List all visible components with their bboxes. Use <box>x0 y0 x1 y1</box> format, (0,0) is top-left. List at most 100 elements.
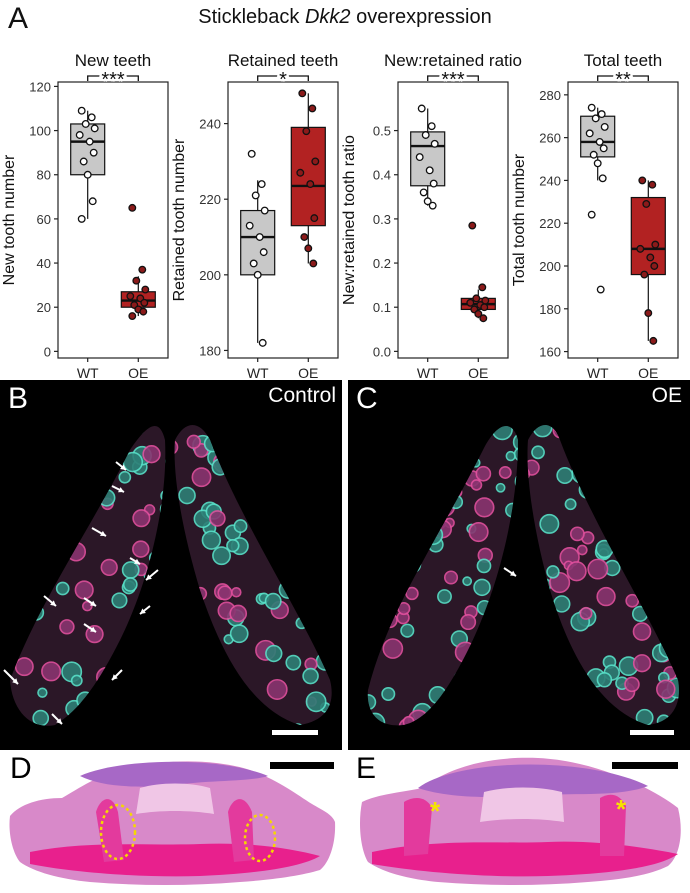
y-tick-label: 0.3 <box>373 212 391 227</box>
tooth-germ <box>428 515 438 525</box>
tooth-germ <box>621 536 634 549</box>
panel-letter-b: B <box>8 382 29 415</box>
tooth-germ <box>301 506 312 517</box>
data-point <box>587 103 596 112</box>
tooth-germ <box>170 393 184 407</box>
tooth-germ <box>159 686 170 697</box>
tooth-germ <box>217 585 233 601</box>
tooth-germ <box>486 406 501 421</box>
data-point <box>421 131 430 139</box>
tooth-germ <box>665 549 680 564</box>
tooth-germ <box>527 720 545 725</box>
tooth-germ <box>481 729 499 747</box>
tooth-germ <box>40 550 58 568</box>
tooth-germ <box>146 689 166 709</box>
tooth-germ <box>480 412 493 425</box>
arrow-head <box>146 574 152 580</box>
tooth-germ <box>632 529 648 545</box>
tooth-germ <box>308 500 327 519</box>
tooth-germ <box>512 416 521 425</box>
tooth-germ <box>503 611 518 626</box>
data-point <box>304 244 313 253</box>
tooth-germ <box>226 454 241 468</box>
data-point <box>596 285 605 294</box>
tooth-germ <box>527 596 534 616</box>
tooth-germ <box>174 696 178 716</box>
tooth-germ <box>201 732 213 744</box>
tooth-germ <box>470 458 481 468</box>
tooth-germ <box>428 445 450 466</box>
data-point <box>311 157 320 166</box>
tooth-germ <box>89 445 102 458</box>
tooth-germ <box>116 679 134 696</box>
tooth-germ <box>290 487 304 501</box>
tooth-germ <box>659 602 670 613</box>
tooth-germ <box>518 732 533 747</box>
tooth-germ <box>381 686 396 701</box>
tooth-germ <box>561 391 580 410</box>
tooth-germ <box>296 425 316 437</box>
gene-name: Dkk2 <box>304 6 351 28</box>
tooth-germ <box>166 547 182 563</box>
tooth-germ <box>578 480 597 499</box>
tooth-germ <box>43 394 58 409</box>
tooth-germ <box>280 532 294 546</box>
y-tick-label: 20 <box>37 300 51 315</box>
tooth-germ <box>206 681 226 701</box>
tooth-germ <box>69 481 81 493</box>
tooth-germ <box>59 619 75 635</box>
x-tick-label: OE <box>128 365 148 380</box>
tooth-germ <box>632 536 646 550</box>
tooth-germ <box>524 418 532 426</box>
data-point <box>141 285 150 294</box>
y-tick-label: 40 <box>37 256 51 271</box>
tooth-germ <box>447 458 461 471</box>
tooth-germ <box>461 396 478 413</box>
tooth-germ <box>70 674 83 687</box>
x-tick-label: WT <box>77 365 99 380</box>
tooth-germ <box>367 694 377 711</box>
data-point <box>249 259 258 268</box>
tooth-germ <box>656 679 676 699</box>
data-point <box>429 179 438 188</box>
tooth-germ <box>263 425 278 427</box>
tooth-germ <box>225 399 239 413</box>
tooth-germ <box>100 558 118 577</box>
panel-letter-c: C <box>356 382 378 415</box>
tooth-germ <box>63 482 73 492</box>
tooth-germ <box>237 457 256 476</box>
tooth-germ <box>229 624 249 644</box>
tooth-germ <box>318 559 335 576</box>
tooth-germ <box>156 591 167 602</box>
tooth-germ <box>212 546 231 566</box>
tooth-germ <box>398 546 420 568</box>
tooth-germ <box>211 458 229 476</box>
tooth-germ <box>394 535 416 556</box>
tooth-germ <box>551 702 566 717</box>
epithelium <box>418 764 648 798</box>
tooth-germ <box>369 533 380 545</box>
tooth-germ <box>144 667 160 684</box>
tooth-germ <box>159 681 166 700</box>
tooth-germ <box>55 433 69 447</box>
tooth-germ <box>627 488 639 501</box>
tooth-germ <box>552 425 569 439</box>
tooth-germ <box>375 461 389 475</box>
data-point <box>651 240 660 249</box>
tooth-germ <box>195 409 204 418</box>
tooth-germ <box>174 630 180 648</box>
tooth-germ <box>546 565 560 579</box>
tooth-germ <box>399 575 410 586</box>
tooth-germ <box>431 713 446 728</box>
tooth-germ <box>302 667 319 685</box>
tooth-germ <box>132 709 151 728</box>
tooth-germ <box>255 507 270 522</box>
tooth-germ <box>542 674 563 695</box>
tooth-germ <box>670 510 679 525</box>
data-point <box>428 201 437 210</box>
tooth-germ <box>55 436 67 448</box>
tooth-germ <box>205 717 214 726</box>
tooth-germ <box>490 616 513 638</box>
tooth-germ <box>403 555 422 574</box>
tooth-plate <box>10 426 166 726</box>
